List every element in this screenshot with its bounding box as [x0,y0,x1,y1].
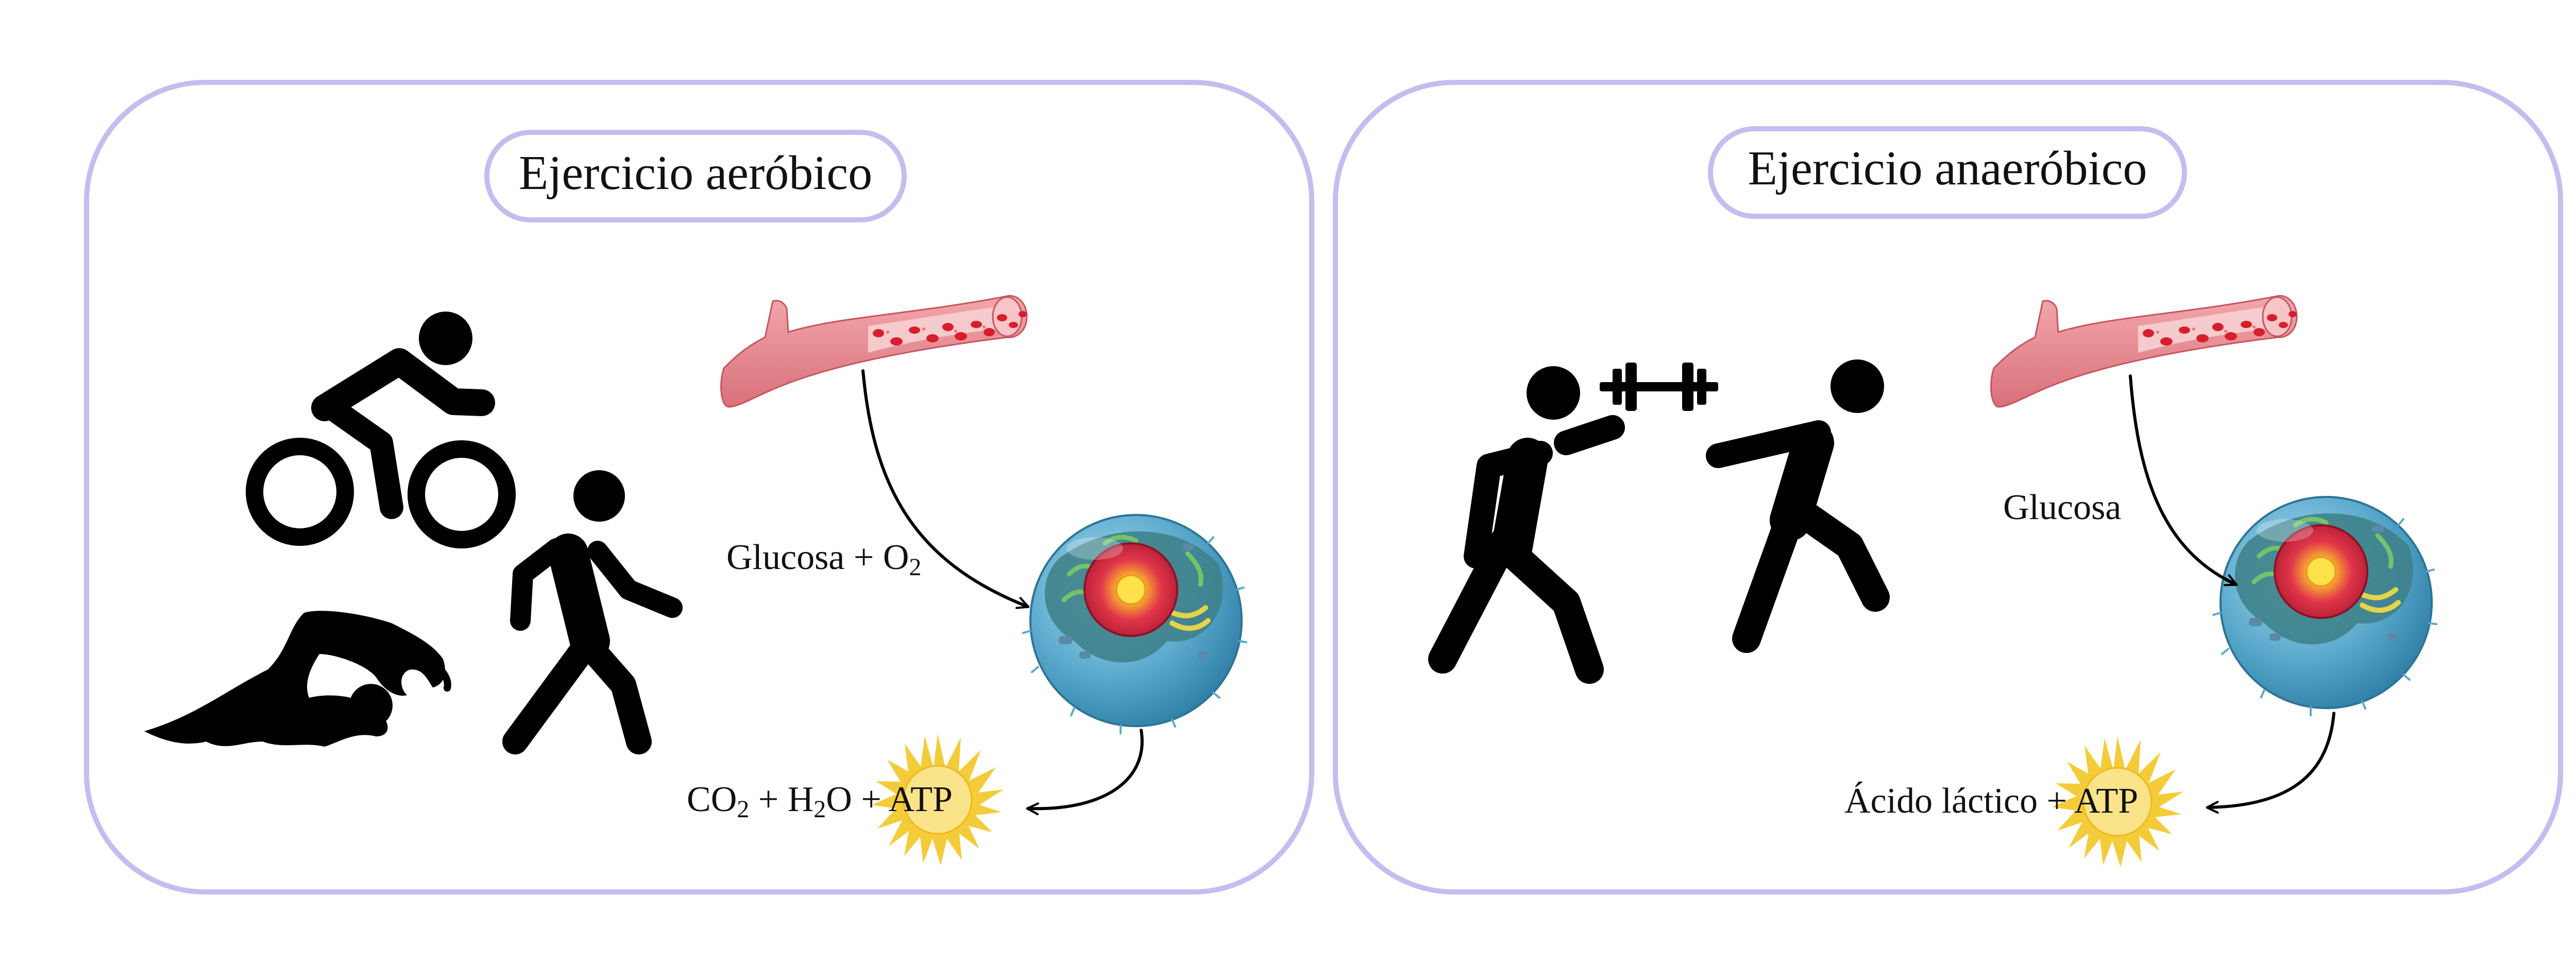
cyclist-icon [246,312,516,548]
aerobic-title-badge: Ejercicio aeróbico [484,130,907,222]
arrow-vessel-to-cell [2129,374,2238,587]
anaerobic-panel: Ejercicio anaeróbico [1333,80,2563,895]
anaerobic-title: Ejercicio anaeróbico [1748,142,2147,195]
swimmer-icon [144,611,451,747]
weightlifter-icon [1428,363,1718,684]
aerobic-input-label: Glucosa + O2 [726,538,921,581]
walker-icon [502,470,683,754]
anaerobic-input-label: Glucosa [2003,488,2121,527]
runner-icon [1706,359,1890,653]
arrow-cell-to-products [2206,712,2335,814]
arrow-vessel-to-cell [861,369,1030,609]
arrow-cell-to-products [1026,729,1144,816]
aerobic-panel: Ejercicio aeróbico [84,80,1314,895]
aerobic-title: Ejercicio aeróbico [519,146,872,200]
aerobic-output-label: CO2 + H2O + ATP [687,780,953,823]
anaerobic-output-label: Ácido láctico + ATP [1844,781,2138,821]
anaerobic-title-badge: Ejercicio anaeróbico [1708,126,2187,219]
